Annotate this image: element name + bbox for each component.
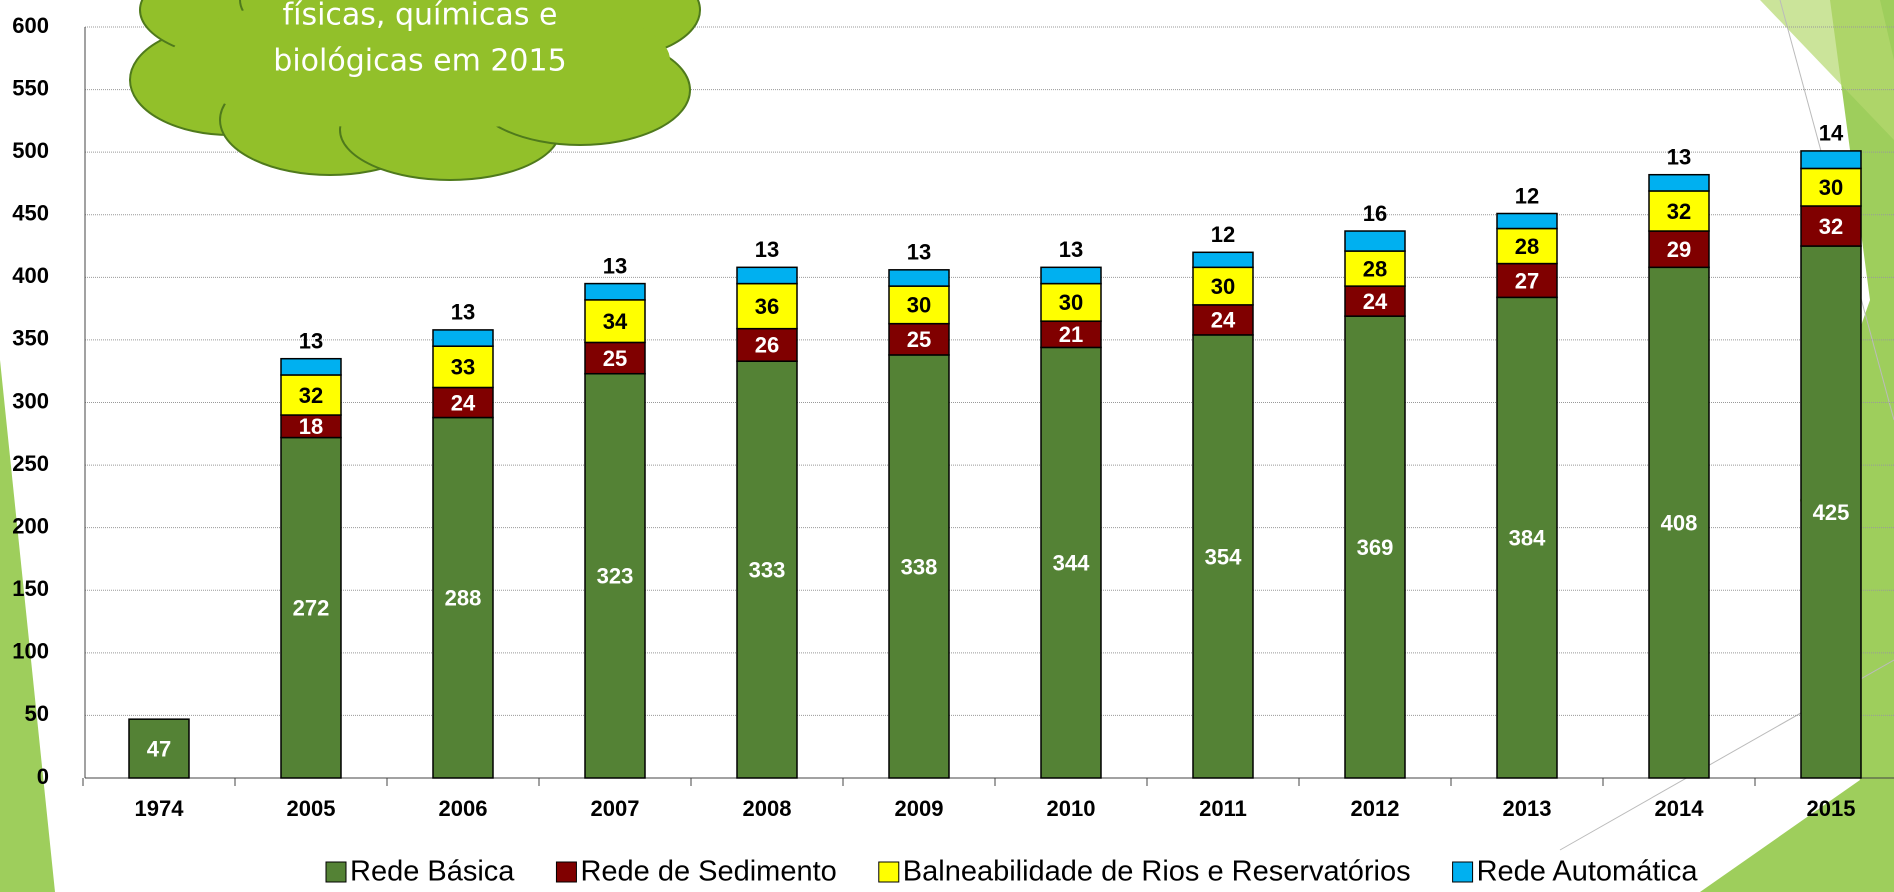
- legend-label: Rede Básica: [350, 856, 515, 888]
- data-label: 27: [1515, 268, 1539, 293]
- legend-swatch: [1453, 862, 1473, 882]
- x-tick-label: 2012: [1351, 796, 1400, 821]
- data-label: 14: [1819, 121, 1844, 146]
- y-tick-label: 50: [25, 701, 49, 726]
- legend-swatch: [326, 862, 346, 882]
- data-label: 272: [293, 596, 330, 621]
- x-tick-label: 1974: [135, 796, 185, 821]
- data-label: 408: [1661, 510, 1698, 535]
- bar-segment: [889, 270, 949, 286]
- data-label: 30: [1059, 290, 1083, 315]
- y-tick-label: 400: [12, 263, 49, 288]
- legend-label: Rede Automática: [1477, 856, 1699, 888]
- x-tick-label: 2005: [287, 796, 336, 821]
- bar-segment: [281, 359, 341, 375]
- data-label: 338: [901, 554, 938, 579]
- data-label: 25: [603, 346, 627, 371]
- data-label: 26: [755, 333, 779, 358]
- annotation: físicas, químicas e: [283, 0, 558, 33]
- data-label: 24: [451, 390, 476, 415]
- data-label: 18: [299, 414, 323, 439]
- bar-segment: [1193, 252, 1253, 267]
- annotation: biológicas em 2015: [273, 44, 566, 79]
- data-label: 25: [907, 327, 931, 352]
- y-tick-label: 0: [37, 764, 49, 789]
- data-label: 24: [1363, 289, 1388, 314]
- bar-segment: [433, 330, 493, 346]
- data-label: 30: [907, 293, 931, 318]
- data-label: 24: [1211, 308, 1236, 333]
- data-label: 13: [451, 300, 475, 325]
- x-tick-label: 2014: [1655, 796, 1705, 821]
- x-tick-label: 2008: [743, 796, 792, 821]
- y-tick-label: 150: [12, 576, 49, 601]
- data-label: 16: [1363, 201, 1387, 226]
- data-label: 47: [147, 736, 171, 761]
- x-tick-label: 2007: [591, 796, 640, 821]
- data-label: 28: [1363, 256, 1387, 281]
- data-label: 30: [1819, 175, 1843, 200]
- y-tick-label: 250: [12, 451, 49, 476]
- legend-swatch: [879, 862, 899, 882]
- data-label: 369: [1357, 535, 1394, 560]
- data-label: 333: [749, 557, 786, 582]
- bar-segment: [1345, 231, 1405, 251]
- data-label: 34: [603, 309, 628, 334]
- data-label: 12: [1211, 222, 1235, 247]
- data-label: 384: [1509, 525, 1546, 550]
- data-label: 425: [1813, 500, 1850, 525]
- y-tick-label: 500: [12, 138, 49, 163]
- chart: 0 50 100 150 200 250 300 350 400 450 500 550 600 1974…: [0, 0, 1894, 892]
- data-label: 13: [603, 253, 627, 278]
- x-tick-label: 2013: [1503, 796, 1552, 821]
- x-tick-label: 2006: [439, 796, 488, 821]
- y-tick-label: 550: [12, 75, 49, 100]
- data-label: 12: [1515, 183, 1539, 208]
- data-label: 33: [451, 355, 475, 380]
- bar-segment: [585, 284, 645, 300]
- data-label: 30: [1211, 274, 1235, 299]
- y-tick-label: 100: [12, 639, 49, 664]
- data-label: 32: [299, 383, 323, 408]
- x-tick-label: 2009: [895, 796, 944, 821]
- y-tick-label: 450: [12, 201, 49, 226]
- y-tick-label: 350: [12, 326, 49, 351]
- bar-segment: [1041, 267, 1101, 283]
- data-label: 13: [755, 237, 779, 262]
- legend-swatch: [556, 862, 576, 882]
- data-label: 323: [597, 564, 634, 589]
- data-label: 36: [755, 294, 779, 319]
- data-label: 354: [1205, 544, 1242, 569]
- data-label: 13: [1667, 145, 1691, 170]
- x-tick-label: 2010: [1047, 796, 1096, 821]
- data-label: 21: [1059, 322, 1083, 347]
- legend: Rede Básica Rede de Sedimento Balneabilida…: [326, 856, 1698, 888]
- y-tick-label: 200: [12, 513, 49, 538]
- data-label: 13: [299, 329, 323, 354]
- data-label: 32: [1667, 199, 1691, 224]
- data-label: 344: [1053, 551, 1090, 576]
- legend-label: Rede de Sedimento: [580, 856, 836, 888]
- data-label: 29: [1667, 237, 1691, 262]
- data-label: 28: [1515, 234, 1539, 259]
- y-tick-label: 300: [12, 388, 49, 413]
- data-label: 13: [907, 240, 931, 265]
- bar-segment: [1497, 213, 1557, 228]
- annotation-cloud: físicas, químicas e biológicas em 2015: [130, 0, 700, 180]
- x-tick-label: 2011: [1199, 796, 1247, 821]
- bar-segment: [737, 267, 797, 283]
- bar-segment: [1801, 151, 1861, 169]
- y-tick-label: 600: [12, 13, 49, 38]
- x-tick-label: 2015: [1807, 796, 1856, 821]
- legend-label: Balneabilidade de Rios e Reservatórios: [903, 856, 1411, 888]
- bar-segment: [1649, 175, 1709, 191]
- data-label: 288: [445, 586, 482, 611]
- data-label: 32: [1819, 214, 1843, 239]
- data-label: 13: [1059, 237, 1083, 262]
